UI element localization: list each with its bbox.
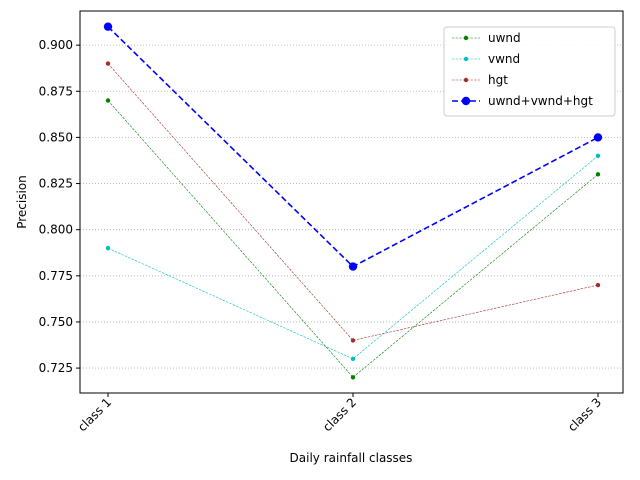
y-tick-label: 0.825	[39, 177, 73, 191]
y-axis-title: Precision	[15, 175, 29, 229]
y-tick-label: 0.800	[39, 223, 73, 237]
series-1	[106, 154, 600, 361]
x-tick-label: class 3	[565, 395, 604, 434]
legend: uwnd vwnd hgt uwnd+vwnd+hgt	[444, 27, 615, 116]
legend-label: vwnd	[488, 52, 520, 66]
series-0	[106, 98, 600, 379]
data-point	[106, 98, 110, 102]
y-tick-label: 0.775	[39, 269, 73, 283]
legend-marker	[464, 78, 468, 82]
data-point	[106, 246, 110, 250]
data-point	[351, 357, 355, 361]
data-point	[106, 61, 110, 65]
data-point	[594, 133, 602, 141]
legend-label: hgt	[488, 73, 508, 87]
series-line	[108, 156, 598, 359]
data-point	[349, 262, 357, 270]
legend-marker	[464, 36, 468, 40]
legend-marker	[464, 57, 468, 61]
x-axis: class 1 class 2 class 3	[75, 393, 604, 434]
data-point	[351, 338, 355, 342]
y-axis: 0.725 0.750 0.775 0.800 0.825 0.850 0.875 0.900	[39, 38, 80, 375]
legend-marker	[462, 97, 470, 105]
data-point	[596, 172, 600, 176]
y-tick-label: 0.850	[39, 130, 73, 144]
series-line	[108, 101, 598, 378]
y-tick-label: 0.875	[39, 84, 73, 98]
y-tick-label: 0.750	[39, 315, 73, 329]
x-tick-label: class 2	[320, 395, 359, 434]
x-axis-title: Daily rainfall classes	[290, 451, 413, 465]
legend-label: uwnd	[488, 31, 521, 45]
data-point	[596, 283, 600, 287]
y-tick-label: 0.900	[39, 38, 73, 52]
y-tick-label: 0.725	[39, 361, 73, 375]
legend-label: uwnd+vwnd+hgt	[488, 94, 593, 108]
data-point	[104, 22, 112, 30]
data-point	[351, 375, 355, 379]
x-tick-label: class 1	[75, 395, 114, 434]
data-point	[596, 154, 600, 158]
